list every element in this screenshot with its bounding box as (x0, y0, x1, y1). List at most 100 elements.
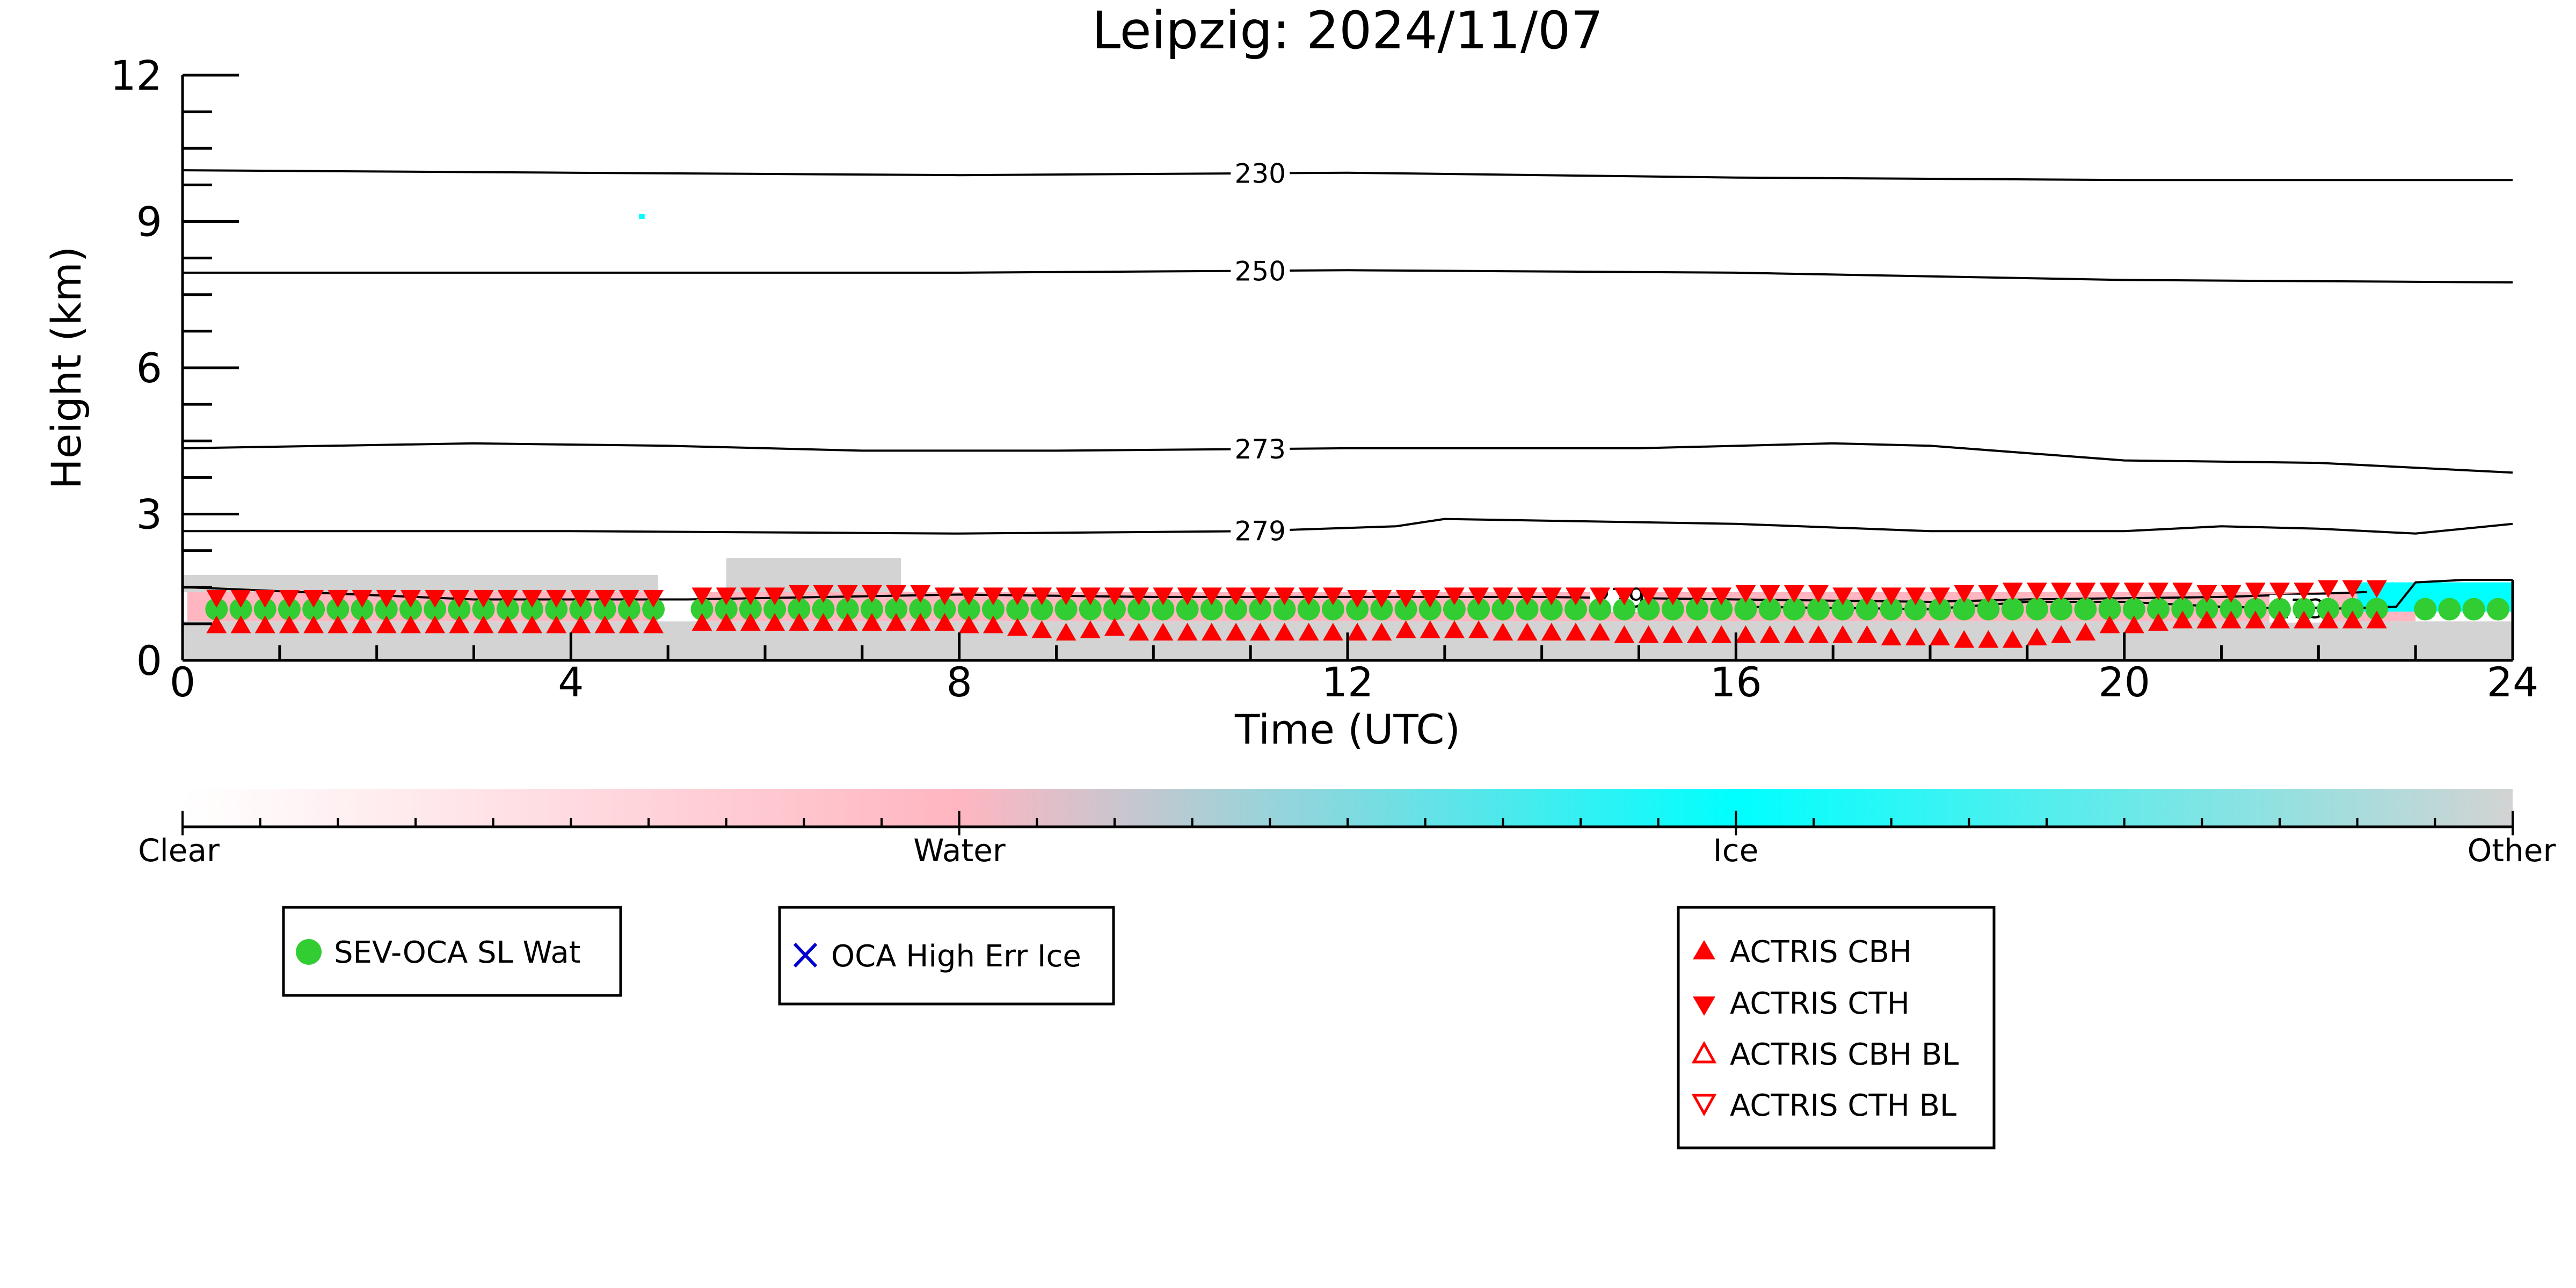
marker-actris-cbh (1056, 623, 1076, 641)
marker-actris-cth (1565, 587, 1586, 606)
marker-actris-cbh (400, 615, 421, 634)
marker-actris-cth (1808, 585, 1829, 603)
chart-title: Leipzig: 2024/11/07 (1092, 1, 1604, 61)
marker-actris-cth (1978, 585, 1999, 603)
marker-actris-cth (546, 590, 567, 608)
marker-actris-cth (1129, 587, 1149, 606)
marker-actris-cbh (1881, 628, 1902, 646)
marker-actris-cbh (1662, 625, 1683, 643)
marker-actris-cbh (546, 615, 567, 634)
x-ticks: 0 4 8 12 16 20 24 (170, 632, 2538, 706)
marker-actris-cth (1468, 587, 1489, 606)
marker-sev-oca-sl-wat (1540, 598, 1563, 621)
marker-actris-cth (2099, 583, 2120, 601)
marker-sev-oca-sl-wat (739, 598, 762, 621)
legend-box (282, 906, 622, 997)
y-ticks: 0 3 6 9 12 (110, 52, 239, 685)
marker-sev-oca-sl-wat (1346, 598, 1369, 621)
marker-sev-oca-sl-wat (2122, 598, 2145, 621)
marker-sev-oca-sl-wat (812, 598, 835, 621)
marker-actris-cth (1784, 585, 1804, 603)
legend-marker-triangle-down-open (1691, 1094, 1717, 1117)
marker-actris-cth (497, 590, 518, 608)
marker-sev-oca-sl-wat (1418, 598, 1442, 621)
marker-actris-cbh (765, 613, 785, 631)
marker-actris-cth (958, 587, 979, 606)
marker-sev-oca-sl-wat (569, 598, 592, 621)
legend-box (1677, 906, 1996, 1149)
marker-actris-cth (1517, 587, 1538, 606)
legend-label: SEV-OCA SL Wat (334, 935, 581, 970)
marker-sev-oca-sl-wat (1661, 598, 1684, 621)
contour-label-bg (1231, 159, 1290, 187)
marker-actris-cth (2245, 583, 2266, 601)
marker-sev-oca-sl-wat (933, 598, 956, 621)
marker-sev-oca-sl-wat (1613, 598, 1636, 621)
marker-sev-oca-sl-wat (593, 598, 616, 621)
marker-sev-oca-sl-wat (302, 598, 325, 621)
marker-actris-cbh (2269, 610, 2290, 629)
marker-actris-cbh (1201, 623, 1222, 641)
marker-sev-oca-sl-wat (1807, 598, 1830, 621)
marker-sev-oca-sl-wat (1855, 598, 1879, 621)
marker-actris-cth (2269, 583, 2290, 601)
legend-label: OCA High Err Ice (831, 939, 1081, 974)
marker-sev-oca-sl-wat (1443, 598, 1466, 621)
marker-actris-cth (983, 587, 1003, 606)
marker-sev-oca-sl-wat (399, 598, 422, 621)
marker-actris-cbh (789, 613, 810, 631)
contour-label-bg (1231, 257, 1290, 285)
marker-actris-cth (2366, 580, 2387, 598)
marker-sev-oca-sl-wat (860, 598, 883, 621)
colorbar-label-other: Other (2468, 832, 2556, 869)
marker-actris-cth (1201, 587, 1222, 606)
marker-actris-cbh (2221, 610, 2242, 629)
marker-actris-cbh (1371, 623, 1392, 641)
marker-sev-oca-sl-wat (375, 598, 398, 621)
marker-actris-cbh (1517, 623, 1538, 641)
marker-actris-cbh (2342, 610, 2363, 629)
marker-actris-cbh (522, 615, 542, 634)
marker-actris-cth (1735, 585, 1756, 603)
marker-actris-cbh (1930, 628, 1951, 646)
marker-actris-cbh (1832, 625, 1853, 643)
marker-actris-cbh (2051, 625, 2072, 643)
marker-actris-cth (910, 585, 931, 603)
marker-actris-cbh (643, 615, 664, 634)
marker-sev-oca-sl-wat (253, 598, 276, 621)
x-tick-label: 20 (2098, 658, 2150, 706)
marker-actris-cth (740, 587, 761, 606)
marker-sev-oca-sl-wat (1467, 598, 1490, 621)
contour-label: 279 (1235, 516, 1286, 547)
marker-actris-cth (618, 590, 639, 608)
contour-label: 273 (1235, 434, 1286, 465)
marker-sev-oca-sl-wat (1880, 598, 1903, 621)
marker-sev-oca-sl-wat (545, 598, 568, 621)
marker-actris-cth (230, 590, 251, 608)
marker-sev-oca-sl-wat (1321, 598, 1344, 621)
colorbar-label-clear: Clear (138, 832, 220, 869)
marker-sev-oca-sl-wat (2317, 598, 2340, 621)
marker-sev-oca-sl-wat (2414, 598, 2437, 621)
legend-marker-x (793, 942, 818, 968)
marker-actris-cth (1056, 587, 1076, 606)
marker-sev-oca-sl-wat (2462, 598, 2485, 621)
marker-sev-oca-sl-wat (1225, 598, 1248, 621)
marker-actris-cth (279, 590, 300, 608)
marker-sev-oca-sl-wat (642, 598, 665, 621)
marker-actris-cbh (1395, 620, 1416, 638)
marker-actris-cbh (1080, 620, 1101, 638)
marker-actris-cth (1080, 587, 1101, 606)
marker-actris-cbh (2294, 610, 2315, 629)
marker-actris-cth (1177, 587, 1198, 606)
marker-actris-cbh (1274, 623, 1295, 641)
marker-sev-oca-sl-wat (472, 598, 495, 621)
marker-sev-oca-sl-wat (1370, 598, 1393, 621)
marker-actris-cbh (594, 615, 615, 634)
legend-marker-triangle-down (1693, 996, 1715, 1016)
x-axis-label: Time (UTC) (1234, 705, 1460, 753)
marker-sev-oca-sl-wat (1273, 598, 1296, 621)
x-tick-label: 0 (170, 658, 195, 706)
marker-sev-oca-sl-wat (1637, 598, 1660, 621)
marker-actris-cbh (230, 615, 251, 634)
